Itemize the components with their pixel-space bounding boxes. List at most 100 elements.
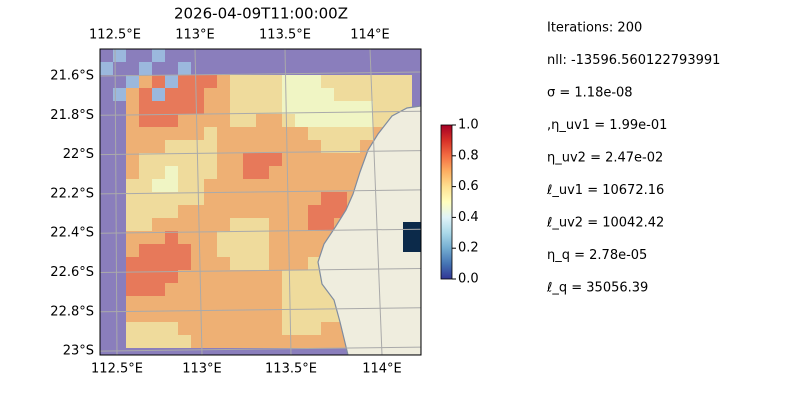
heat-cell [308, 88, 321, 101]
heat-cell [308, 283, 321, 296]
heat-cell [321, 88, 334, 101]
heat-cell [178, 166, 191, 179]
heat-cell [321, 153, 334, 166]
heat-cell [308, 114, 321, 127]
heat-cell [321, 127, 334, 140]
heat-cell [334, 127, 347, 140]
heat-cell [165, 218, 178, 231]
heat-cell [152, 309, 165, 322]
heat-cell [100, 335, 113, 348]
heat-cell [165, 166, 178, 179]
annotation: ,η_uv1 = 1.99e-01 [547, 118, 667, 133]
heat-cell [204, 296, 217, 309]
heat-cell [178, 244, 191, 257]
heat-cell [334, 140, 347, 153]
heat-cell [412, 49, 421, 62]
heat-cell [165, 348, 178, 355]
heat-cell [269, 192, 282, 205]
heat-cell [113, 283, 126, 296]
heat-cell [113, 62, 126, 75]
heat-cell [321, 322, 334, 335]
lat-label: 22°S [63, 147, 94, 162]
heat-cell [100, 296, 113, 309]
heat-cell [139, 296, 152, 309]
heat-cell [256, 348, 269, 355]
heat-cell [178, 75, 191, 88]
heat-cell [269, 101, 282, 114]
heat-cell [243, 335, 256, 348]
heat-cell [178, 101, 191, 114]
heat-cell [191, 205, 204, 218]
heat-cell [165, 231, 178, 244]
heat-cell [269, 114, 282, 127]
heat-cell [100, 244, 113, 257]
heat-cell [191, 75, 204, 88]
heat-cell [360, 49, 373, 62]
heat-cell [217, 114, 230, 127]
heat-cell [178, 153, 191, 166]
lat-label: 22.6°S [50, 265, 94, 280]
heat-cell [295, 231, 308, 244]
heat-cell [191, 114, 204, 127]
heat-cell [243, 283, 256, 296]
heat-cell [204, 244, 217, 257]
heat-cell [126, 101, 139, 114]
lat-label: 21.6°S [50, 69, 94, 84]
heat-cell [191, 179, 204, 192]
heat-cell [321, 114, 334, 127]
heat-cell [165, 192, 178, 205]
heat-cell [126, 218, 139, 231]
heat-cell [217, 153, 230, 166]
heat-cell [243, 49, 256, 62]
heat-cell [282, 166, 295, 179]
heat-cell [126, 62, 139, 75]
heat-cell [165, 205, 178, 218]
heat-cell [347, 114, 360, 127]
lon-label-top: 112.5°E [89, 28, 141, 43]
heat-cell [191, 231, 204, 244]
heat-cell [152, 62, 165, 75]
heat-cell [256, 88, 269, 101]
heat-cell [152, 192, 165, 205]
heat-cell [295, 257, 308, 270]
heat-cell [295, 75, 308, 88]
heat-cell [217, 140, 230, 153]
heat-cell [100, 231, 113, 244]
heat-cell [308, 140, 321, 153]
heat-cell [295, 127, 308, 140]
heat-cell [321, 140, 334, 153]
heat-cell [308, 192, 321, 205]
heat-cell [217, 257, 230, 270]
heat-cell [256, 75, 269, 88]
heat-cell [165, 101, 178, 114]
heat-cell [347, 62, 360, 75]
heat-cell [256, 140, 269, 153]
heat-cell [204, 348, 217, 355]
heat-cell [178, 283, 191, 296]
parallel [100, 110, 421, 116]
heat-cell [399, 75, 412, 88]
heat-cell [165, 49, 178, 62]
heat-cell [100, 75, 113, 88]
heat-cell [360, 127, 373, 140]
heat-cell [308, 127, 321, 140]
heat-cell [204, 205, 217, 218]
heat-cell [334, 153, 347, 166]
heat-cell [191, 322, 204, 335]
heat-cell [178, 218, 191, 231]
heat-cell [178, 231, 191, 244]
heat-cell [282, 257, 295, 270]
heat-cell [191, 88, 204, 101]
lon-label-top: 113.5°E [259, 28, 311, 43]
heat-cell [373, 101, 386, 114]
heat-cell [230, 75, 243, 88]
heat-cell [191, 49, 204, 62]
heat-cell [243, 140, 256, 153]
heat-cell [100, 322, 113, 335]
annotation: ℓ_q = 35056.39 [546, 281, 648, 296]
heat-cell [204, 192, 217, 205]
heat-cell [113, 322, 126, 335]
heat-cell [152, 101, 165, 114]
heat-cell [295, 192, 308, 205]
